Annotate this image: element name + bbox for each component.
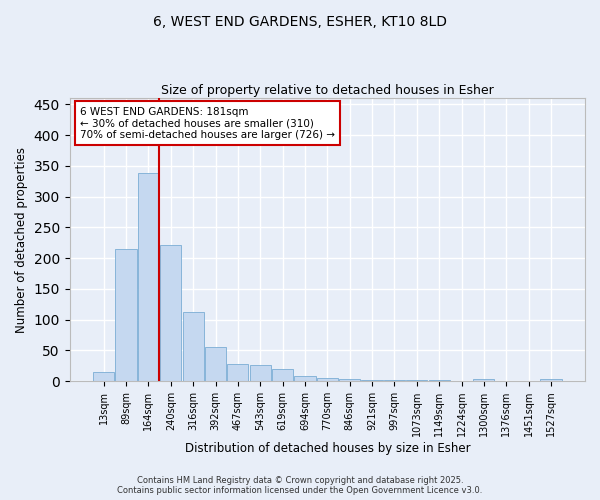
Bar bbox=[384, 380, 405, 381]
Bar bbox=[473, 380, 494, 381]
Bar bbox=[160, 244, 181, 381]
Bar bbox=[406, 380, 427, 381]
Bar bbox=[295, 376, 316, 381]
Text: 6, WEST END GARDENS, ESHER, KT10 8LD: 6, WEST END GARDENS, ESHER, KT10 8LD bbox=[153, 15, 447, 29]
Text: 6 WEST END GARDENS: 181sqm
← 30% of detached houses are smaller (310)
70% of sem: 6 WEST END GARDENS: 181sqm ← 30% of deta… bbox=[80, 106, 335, 140]
Bar bbox=[138, 173, 159, 381]
Bar bbox=[227, 364, 248, 381]
Text: Contains HM Land Registry data © Crown copyright and database right 2025.
Contai: Contains HM Land Registry data © Crown c… bbox=[118, 476, 482, 495]
Bar bbox=[317, 378, 338, 381]
Bar bbox=[115, 249, 137, 381]
Title: Size of property relative to detached houses in Esher: Size of property relative to detached ho… bbox=[161, 84, 494, 97]
Bar bbox=[205, 348, 226, 381]
Bar bbox=[182, 312, 204, 381]
Y-axis label: Number of detached properties: Number of detached properties bbox=[15, 146, 28, 332]
X-axis label: Distribution of detached houses by size in Esher: Distribution of detached houses by size … bbox=[185, 442, 470, 455]
Bar bbox=[250, 365, 271, 381]
Bar bbox=[272, 370, 293, 381]
Bar bbox=[339, 380, 361, 381]
Bar bbox=[361, 380, 383, 381]
Bar bbox=[93, 372, 115, 381]
Bar bbox=[541, 380, 562, 381]
Bar bbox=[428, 380, 450, 381]
